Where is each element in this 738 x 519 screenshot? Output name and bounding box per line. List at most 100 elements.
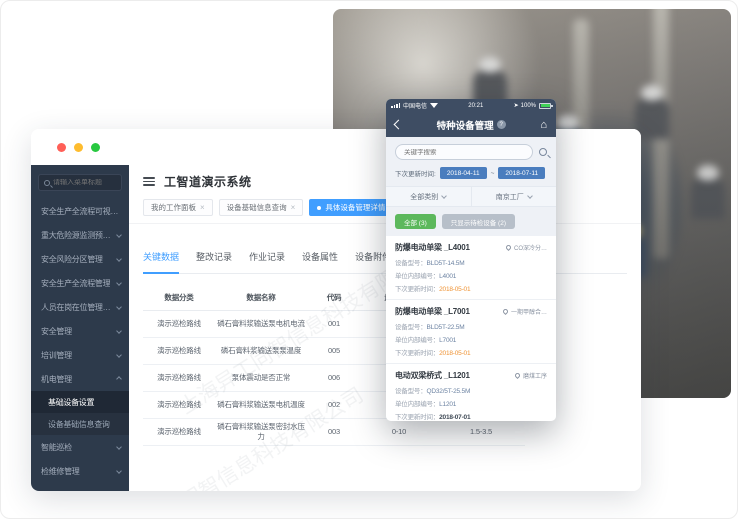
keyword-search-input[interactable] xyxy=(404,148,524,156)
worker-figure xyxy=(635,99,669,139)
model-label: 设备型号： xyxy=(395,388,427,395)
page-title: 工智道演示系统 xyxy=(164,175,252,189)
maximize-window-button[interactable] xyxy=(91,142,100,152)
main-panel: 上海异工同智信息科技有限公司 上海异工同智信息科技有限公司 工智道演示系统 我的… xyxy=(129,165,641,491)
mobile-app-screenshot: 中国电信 20:21 ➤ 100% 特种设备管理 ? ⌂ 下次更新时间: 201… xyxy=(386,99,556,421)
next-update-filter: 下次更新时间: 2018-04-11 ~ 2018-07-11 xyxy=(386,164,556,186)
chevron-down-icon xyxy=(116,328,122,334)
location-pin-icon xyxy=(505,243,513,252)
phone-status-bar: 中国电信 20:21 ➤ 100% xyxy=(386,99,556,112)
sidebar-item-smart-inspection[interactable]: 智能巡检 xyxy=(31,435,129,459)
sidebar-item-safety-mgmt[interactable]: 安全管理 xyxy=(31,319,129,343)
search-icon[interactable] xyxy=(539,148,547,156)
tab-rectification-records[interactable]: 整改记录 xyxy=(196,252,233,262)
sidebar-item-visual-dashboard[interactable]: 安全生产全流程可视化大屏 xyxy=(41,206,121,216)
close-icon[interactable]: × xyxy=(290,203,296,212)
hamburger-menu-icon[interactable] xyxy=(143,177,155,186)
sidebar-item-mechanical[interactable]: 机电管理 xyxy=(31,367,129,391)
chevron-up-icon xyxy=(116,376,122,382)
phone-page-title: 特种设备管理 xyxy=(436,120,494,132)
minimize-window-button[interactable] xyxy=(74,142,83,152)
battery-percent-label: 100% xyxy=(520,102,536,109)
chevron-down-icon xyxy=(116,468,122,474)
tab-equipment-attachments[interactable]: 设备附件 xyxy=(355,252,392,262)
internal-no-value: L7001 xyxy=(439,337,457,344)
tab-my-workbench[interactable]: 我的工作面板 × xyxy=(143,199,213,216)
chevron-down-icon xyxy=(116,280,122,286)
tab-equipment-attributes[interactable]: 设备属性 xyxy=(302,252,339,262)
equipment-title: 电动双梁桥式 _L1201 xyxy=(395,371,470,380)
window-tab-bar: 我的工作面板× 设备基础信息查询× 具体设备管理详情× xyxy=(129,190,641,224)
model-value: BLD5T-14.5M xyxy=(426,260,465,267)
chip-pending-inspection[interactable]: 只显示待检设备 (2) xyxy=(441,214,515,229)
chevron-down-icon xyxy=(116,256,122,262)
chevron-down-icon xyxy=(441,192,448,199)
factory-select[interactable]: 南京工厂 xyxy=(470,187,557,206)
chevron-down-icon xyxy=(116,304,122,310)
worker-helmet xyxy=(697,165,719,181)
internal-no-value: L4001 xyxy=(439,273,457,280)
model-value: BLD5T-22.5M xyxy=(426,324,465,331)
date-from-button[interactable]: 2018-04-11 xyxy=(439,167,487,179)
active-dot-icon xyxy=(317,205,322,210)
close-window-button[interactable] xyxy=(57,142,66,152)
sidebar-item-safety-process[interactable]: 安全生产全流程管理 xyxy=(31,271,129,295)
equipment-location: CO深冷分… xyxy=(513,246,547,252)
worker-helmet xyxy=(557,115,579,131)
equipment-location: 磨煤工序 xyxy=(522,374,547,380)
next-date-label: 下次更新时间： xyxy=(395,286,440,293)
model-label: 设备型号： xyxy=(395,260,427,267)
category-select[interactable]: 全部类别 xyxy=(386,187,471,206)
sidebar-item-training[interactable]: 培训管理 xyxy=(31,343,129,367)
worker-helmet xyxy=(641,85,663,101)
main-header: 工智道演示系统 xyxy=(129,165,641,190)
location-pin-icon xyxy=(502,307,510,316)
tab-equipment-info-query[interactable]: 设备基础信息查询 × xyxy=(218,199,304,216)
home-icon[interactable]: ⌂ xyxy=(540,118,547,131)
filter-selects: 全部类别 南京工厂 xyxy=(386,186,556,207)
sidebar-submenu: 基础设备设置 设备基础信息查询 xyxy=(31,391,129,435)
help-badge-icon[interactable]: ? xyxy=(496,120,506,129)
sidebar-item-equipment-info-query[interactable]: 设备基础信息查询 xyxy=(48,419,110,429)
internal-no-label: 单位内部编号： xyxy=(395,337,440,344)
tab-work-records[interactable]: 作业记录 xyxy=(249,252,286,262)
sidebar-item-hazard-monitor[interactable]: 重大危险源监测预警系统 xyxy=(31,223,129,247)
equipment-card[interactable]: 防爆电动单梁 _L4001 CO深冷分… 设备型号：BLD5T-14.5M 单位… xyxy=(386,236,556,300)
sidebar-item-basic-equipment-setup[interactable]: 基础设备设置 xyxy=(31,391,129,413)
date-range-tilde: ~ xyxy=(490,169,495,177)
sidebar-item-personnel[interactable]: 人员在岗在位管理系统 xyxy=(31,295,129,319)
next-update-label: 下次更新时间: xyxy=(395,171,436,178)
phone-nav-bar: 特种设备管理 ? ⌂ xyxy=(386,112,556,137)
next-date-value: 2018-05-01 xyxy=(439,286,471,293)
col-header-name: 数据名称 xyxy=(246,293,276,303)
battery-icon xyxy=(539,102,553,109)
phone-search-field xyxy=(395,144,533,160)
internal-no-value: L1201 xyxy=(439,401,457,408)
equipment-card[interactable]: 电动双梁桥式 _L1201 磨煤工序 设备型号：QD32/5T-25.5M 单位… xyxy=(386,364,556,421)
internal-no-label: 单位内部编号： xyxy=(395,273,440,280)
signal-bars-icon xyxy=(391,103,400,108)
sidebar-search xyxy=(38,174,122,191)
equipment-location: 一期甲醇合… xyxy=(510,310,547,316)
equipment-card[interactable]: 防爆电动单梁 _L7001 一期甲醇合… 设备型号：BLD5T-22.5M 单位… xyxy=(386,300,556,364)
model-value: QD32/5T-25.5M xyxy=(426,388,471,395)
location-arrow-icon: ➤ xyxy=(513,103,519,109)
col-header-category: 数据分类 xyxy=(164,293,194,303)
next-date-label: 下次更新时间： xyxy=(395,350,440,357)
sidebar-item-maintenance[interactable]: 检维修管理 xyxy=(31,459,129,483)
location-pin-icon xyxy=(514,371,522,380)
next-date-value: 2018-05-01 xyxy=(439,350,471,357)
tab-key-data[interactable]: 关键数据 xyxy=(143,250,180,274)
equipment-title: 防爆电动单梁 _L4001 xyxy=(395,243,470,252)
chevron-down-icon xyxy=(116,444,122,450)
search-icon xyxy=(44,179,50,186)
chip-all[interactable]: 全部 (3) xyxy=(395,214,436,229)
menu-search-input[interactable] xyxy=(53,179,116,186)
close-icon[interactable]: × xyxy=(200,203,205,212)
date-to-button[interactable]: 2018-07-11 xyxy=(498,167,546,179)
next-date-label: 下次更新时间： xyxy=(395,414,440,421)
carrier-label: 中国电信 xyxy=(403,104,428,110)
worker-figure xyxy=(691,179,725,219)
sidebar-item-risk-zone[interactable]: 安全风险分区管理 xyxy=(31,247,129,271)
